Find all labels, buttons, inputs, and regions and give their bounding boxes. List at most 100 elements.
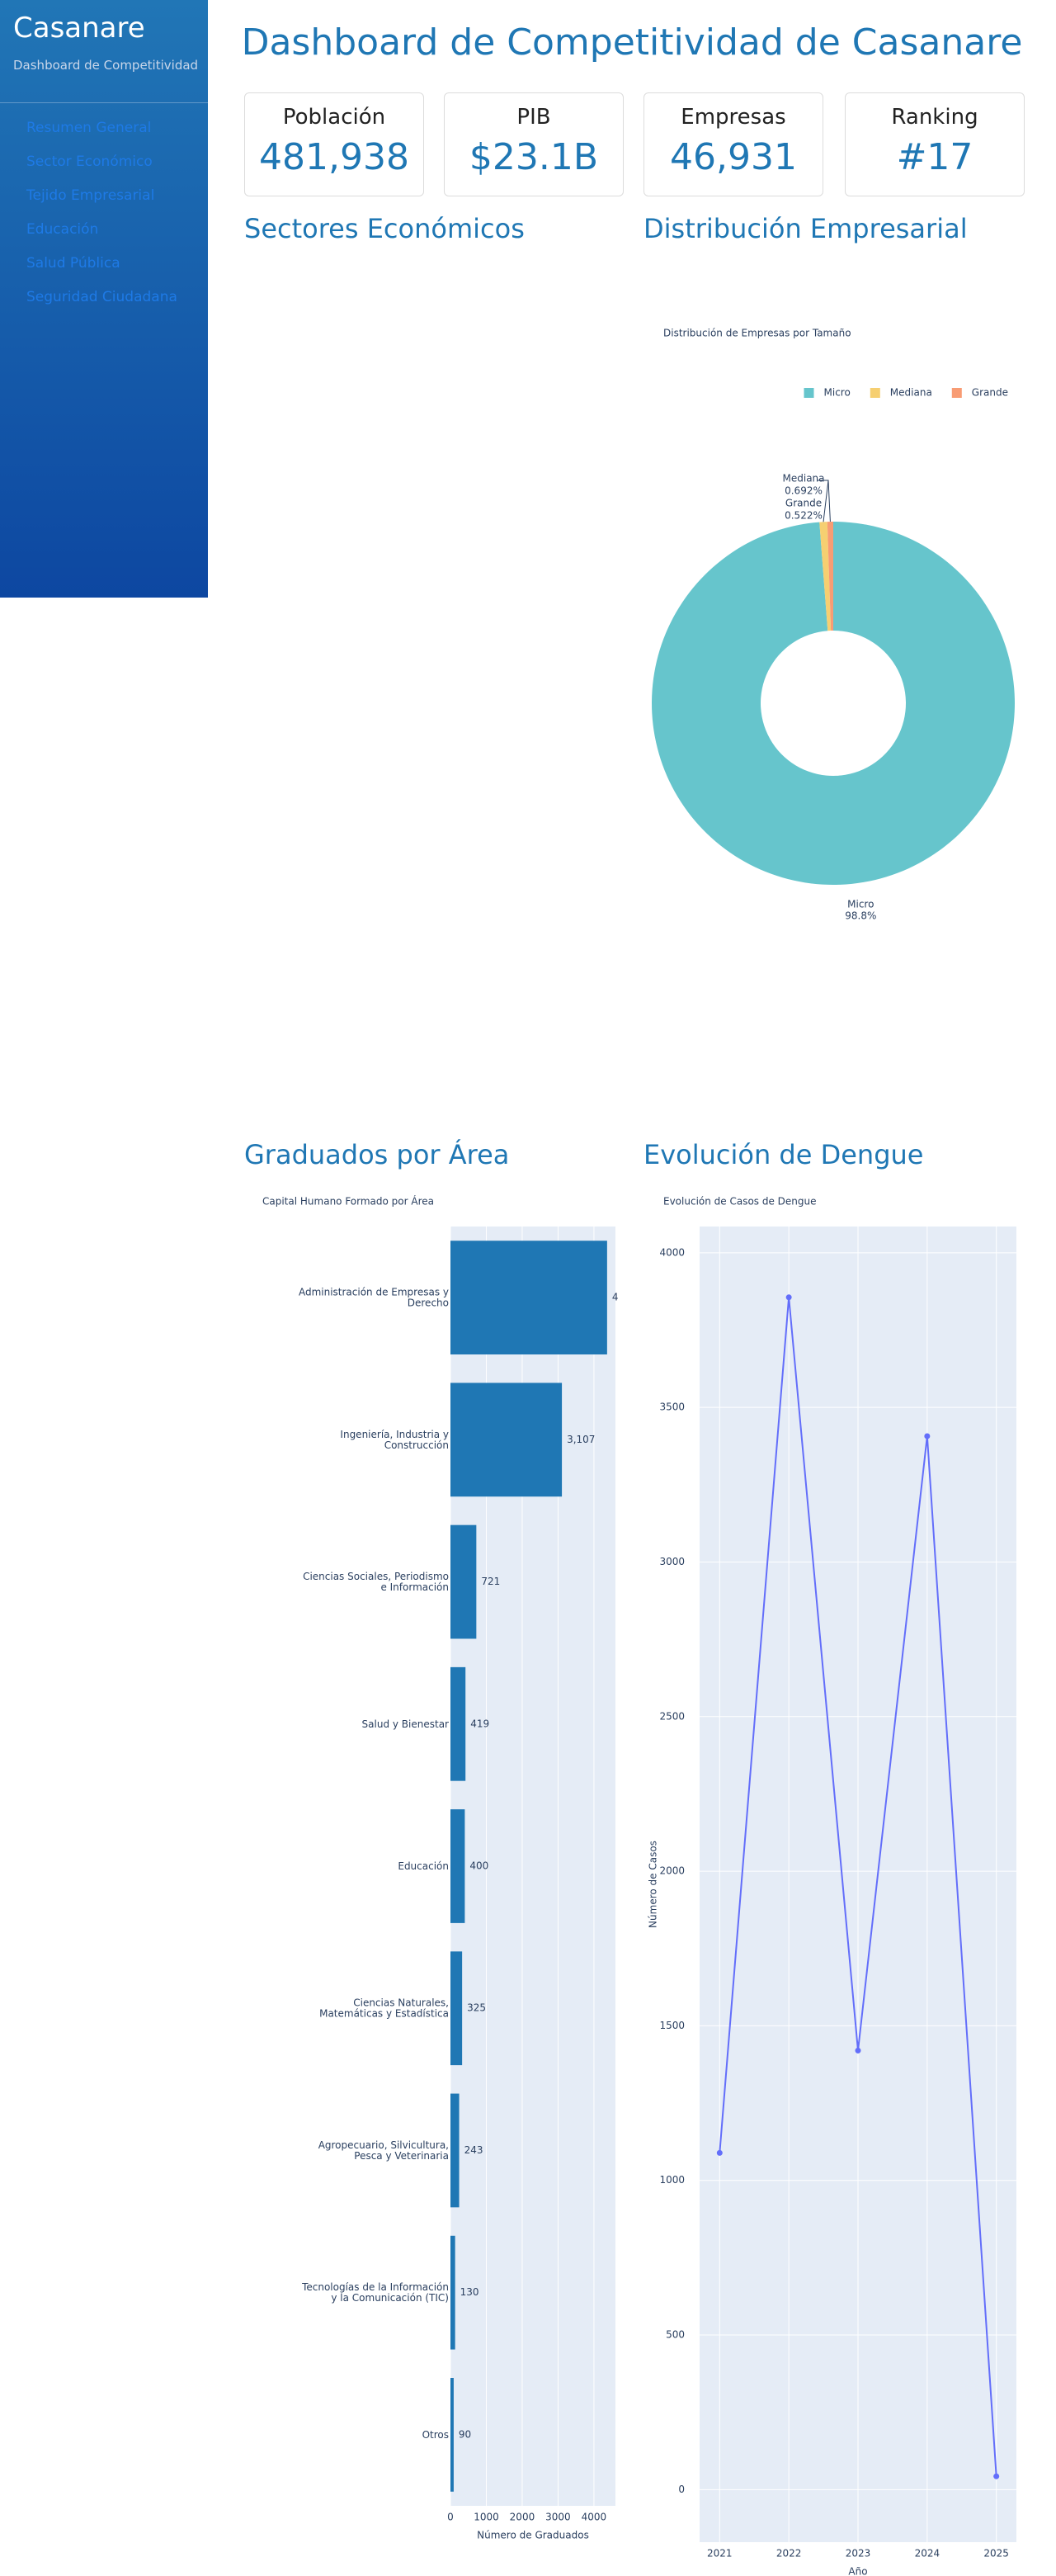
kpi-card: Ranking #17 [845, 92, 1025, 196]
line-marker [993, 2473, 1000, 2479]
nav-link[interactable]: Resumen General [26, 120, 152, 136]
bar [450, 2378, 454, 2492]
y-tick-label: 500 [666, 2329, 685, 2341]
bar-value-label: 721 [481, 1576, 500, 1587]
kpi-value: #17 [896, 136, 974, 178]
y-tick-label: 0 [678, 2484, 685, 2495]
slice-label: Micro [847, 898, 874, 910]
x-tick-label: 2021 [707, 2548, 733, 2559]
pie-slice [827, 522, 833, 631]
section-title: Evolución de Dengue [644, 1139, 924, 1170]
chart-title: Distribución de Empresas por Tamaño [663, 328, 851, 339]
x-tick-label: 2023 [846, 2548, 871, 2559]
nav-link[interactable]: Sector Económico [26, 154, 153, 170]
kpi-label: Empresas [681, 105, 786, 130]
y-tick-label: 1500 [659, 2020, 685, 2031]
section-title: Distribución Empresarial [644, 213, 968, 244]
legend-label: Micro [824, 387, 851, 399]
y-tick-label: 2000 [659, 1865, 685, 1877]
page-title: Dashboard de Competitividad de Casanare [241, 21, 1023, 64]
legend-swatch [870, 388, 880, 398]
nav-link[interactable]: Educación [26, 221, 99, 238]
sidebar: Casanare Dashboard de Competitividad Res… [0, 0, 208, 598]
legend-swatch [804, 388, 814, 398]
sidebar-title: Casanare [13, 12, 145, 45]
y-tick-label: Agropecuario, Silvicultura, Pesca y Veter… [318, 2139, 449, 2161]
pie-slice [652, 522, 1016, 885]
slice-percent: 98.8% [845, 910, 876, 921]
bar [450, 1241, 607, 1354]
bar [450, 1666, 466, 1781]
kpi-value: 481,938 [259, 136, 409, 178]
bar [450, 1951, 463, 2066]
slice-label: Mediana [783, 473, 825, 484]
y-tick-label: 4000 [659, 1246, 685, 1258]
bar-value-label: 130 [460, 2286, 479, 2298]
legend-swatch [951, 388, 962, 398]
y-tick-label: 3000 [659, 1556, 685, 1567]
bar-value-label: 243 [464, 2144, 483, 2156]
chart-title: Capital Humano Formado por Área [262, 1195, 434, 1208]
kpi-label: Población [282, 105, 386, 130]
kpi-label: Ranking [891, 105, 978, 130]
kpi-value: 46,931 [670, 136, 797, 178]
y-tick-label: Otros [422, 2428, 449, 2440]
bar-value-label: 3,107 [567, 1434, 595, 1445]
y-tick-label: 2500 [659, 1710, 685, 1722]
y-tick-label: Tecnologías de la Información y la Comuni… [301, 2281, 449, 2304]
x-tick-label: 1000 [474, 2512, 499, 2523]
bar [450, 2093, 460, 2208]
nav-link[interactable]: Tejido Empresarial [26, 187, 155, 204]
x-tick-label: 3000 [545, 2512, 571, 2523]
x-tick-label: 2024 [915, 2548, 940, 2559]
sidebar-divider [0, 102, 208, 103]
bar-value-label: 90 [459, 2428, 471, 2440]
bar-value-label: 4,367 [612, 1292, 640, 1303]
bar-value-label: 325 [467, 2002, 486, 2014]
y-tick-label: Ingeniería, Industria y Construcción [340, 1428, 449, 1450]
x-tick-label: 0 [447, 2512, 454, 2523]
y-tick-label: Salud y Bienestar [362, 1718, 450, 1729]
pie-slice [819, 522, 832, 631]
y-tick-label: 1000 [659, 2174, 685, 2186]
slice-percent: 0.522% [785, 510, 823, 522]
bar-value-label: 419 [470, 1718, 489, 1729]
sidebar-subtitle: Dashboard de Competitividad [13, 58, 199, 73]
bar [450, 2235, 455, 2350]
kpi-value: $23.1B [469, 136, 599, 178]
line-marker [855, 2047, 861, 2054]
x-tick-label: 2025 [983, 2548, 1009, 2559]
y-tick-label: Administración de Empresas y Derecho [299, 1286, 449, 1308]
section-title: Sectores Económicos [244, 213, 525, 244]
x-axis-title: Año [848, 2566, 867, 2576]
line-marker [924, 1433, 931, 1439]
kpi-card: Población 481,938 [244, 92, 424, 196]
y-tick-label: Educación [398, 1860, 449, 1872]
slice-label: Grande [785, 498, 822, 509]
x-tick-label: 4000 [582, 2512, 607, 2523]
nav-link[interactable]: Seguridad Ciudadana [26, 289, 177, 305]
line-marker [785, 1294, 792, 1301]
legend-label: Mediana [890, 387, 932, 399]
x-axis-title: Número de Graduados [477, 2530, 589, 2541]
bar [450, 1383, 563, 1497]
section-title: Graduados por Área [244, 1139, 510, 1170]
chart-title: Evolución de Casos de Dengue [663, 1196, 817, 1208]
sidebar-nav: Resumen General Sector Económico Tejido Em… [26, 117, 183, 320]
bar-value-label: 400 [469, 1860, 488, 1872]
y-tick-label: Ciencias Sociales, Periodismo e Informaci… [303, 1571, 449, 1593]
kpi-card: Empresas 46,931 [644, 92, 823, 196]
y-tick-label: Ciencias Naturales, Matemáticas y Estadís… [319, 1997, 449, 2019]
x-tick-label: 2022 [776, 2548, 802, 2559]
nav-link[interactable]: Salud Pública [26, 255, 120, 272]
slice-percent: 0.692% [785, 485, 823, 497]
kpi-label: PIB [516, 105, 551, 130]
y-tick-label: 3500 [659, 1401, 685, 1413]
bar [450, 1809, 465, 1923]
x-tick-label: 2000 [510, 2512, 535, 2523]
y-axis-title: Número de Casos [648, 1841, 659, 1928]
leader-line [817, 480, 831, 522]
bar [450, 1524, 477, 1639]
line-marker [716, 2149, 723, 2156]
